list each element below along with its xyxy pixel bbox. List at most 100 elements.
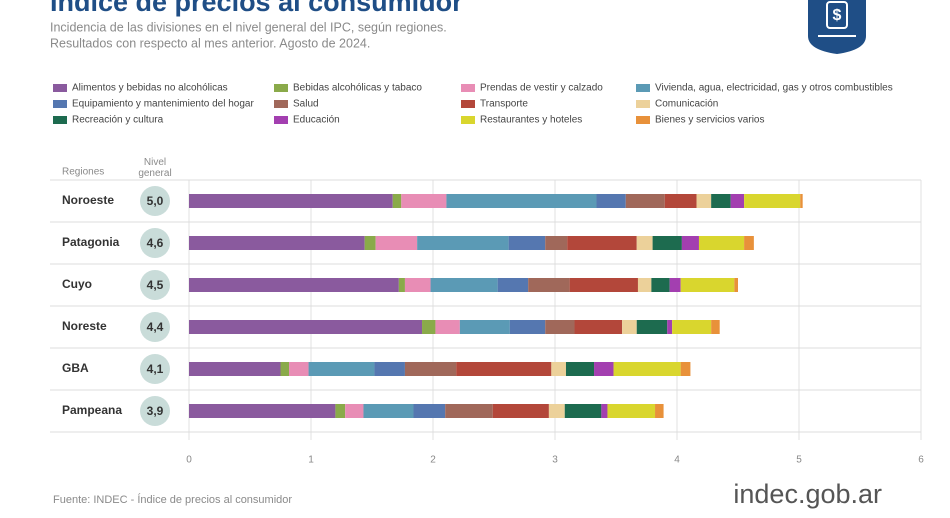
- x-tick-label: 0: [186, 455, 192, 466]
- x-tick-label: 4: [674, 455, 680, 466]
- bar-segment: [698, 236, 745, 250]
- bar-segment: [445, 404, 493, 418]
- general-marker: [140, 228, 170, 258]
- legend-swatch: [274, 84, 288, 92]
- bar-segment: [392, 194, 402, 208]
- legend-swatch: [461, 84, 475, 92]
- bar-segment: [734, 278, 738, 292]
- bar-segment: [404, 278, 431, 292]
- bar-segment: [545, 236, 568, 250]
- bar-segment: [711, 320, 720, 334]
- bar-segment: [459, 320, 510, 334]
- legend-swatch: [274, 116, 288, 124]
- bar-segment: [800, 194, 803, 208]
- bar-segment: [189, 236, 365, 250]
- bar-segment: [189, 404, 336, 418]
- legend-swatch: [53, 84, 67, 92]
- bar-segment: [607, 404, 656, 418]
- bar-segment: [413, 404, 446, 418]
- bar-segment: [637, 278, 652, 292]
- bar-segment: [574, 320, 623, 334]
- legend-label: Alimentos y bebidas no alcohólicas: [72, 83, 228, 94]
- x-tick-label: 2: [430, 455, 436, 466]
- legend-label: Comunicación: [655, 99, 718, 110]
- bar-segment: [446, 194, 597, 208]
- bar-segment: [680, 362, 691, 376]
- general-marker: [140, 312, 170, 342]
- bar-segment: [744, 194, 801, 208]
- bar-segment: [189, 320, 423, 334]
- logo: $: [808, 0, 866, 54]
- bar-segment: [596, 194, 626, 208]
- brand: indec.gob.ar: [733, 479, 882, 509]
- y-tick-label: Noroeste: [62, 193, 114, 207]
- bar-segment: [189, 362, 281, 376]
- bar-segment: [545, 320, 575, 334]
- bar-segment: [636, 320, 668, 334]
- bar-segment: [417, 236, 509, 250]
- legend-swatch: [274, 100, 288, 108]
- general-marker: [140, 396, 170, 426]
- bar-segment: [567, 236, 637, 250]
- y-tick-label: GBA: [62, 361, 89, 375]
- bar-segment: [744, 236, 754, 250]
- bar-segment: [680, 278, 735, 292]
- subtitle: Incidencia de las divisiones en el nivel…: [50, 20, 447, 34]
- legend-label: Salud: [293, 99, 319, 110]
- legend-label: Bebidas alcohólicas y tabaco: [293, 83, 422, 94]
- legend-label: Educación: [293, 115, 340, 126]
- general-marker: [140, 354, 170, 384]
- general-label: 3,9: [147, 404, 164, 418]
- bar-segment: [551, 362, 566, 376]
- bar-segment: [308, 362, 375, 376]
- bar-segment: [189, 278, 399, 292]
- legend-swatch: [53, 100, 67, 108]
- bar-segment: [711, 194, 731, 208]
- bar-segment: [696, 194, 712, 208]
- bar-segment: [280, 362, 290, 376]
- bar-segment: [625, 194, 665, 208]
- bar-segment: [345, 404, 364, 418]
- legend-swatch: [461, 100, 475, 108]
- legend-swatch: [636, 84, 650, 92]
- x-tick-label: 3: [552, 455, 558, 466]
- bar-segment: [622, 320, 637, 334]
- x-tick-label: 6: [918, 455, 924, 466]
- bar-segment: [681, 236, 699, 250]
- bar-segment: [404, 362, 457, 376]
- legend-label: Restaurantes y hoteles: [480, 115, 582, 126]
- bar-segment: [613, 362, 681, 376]
- row-header: Regiones: [62, 167, 104, 178]
- general-label: 4,5: [147, 278, 164, 292]
- bar-segment: [528, 278, 570, 292]
- legend-label: Transporte: [480, 99, 528, 110]
- y-tick-label: Pampeana: [62, 403, 122, 417]
- bar-segment: [669, 278, 681, 292]
- legend-label: Recreación y cultura: [72, 115, 164, 126]
- bar-segment: [594, 362, 614, 376]
- legend-label: Vivienda, agua, electricidad, gas y otro…: [655, 83, 893, 94]
- bar-segment: [548, 404, 565, 418]
- bar-segment: [667, 320, 673, 334]
- legend-label: Prendas de vestir y calzado: [480, 83, 603, 94]
- subtitle: Resultados con respecto al mes anterior.…: [50, 36, 370, 50]
- y-tick-label: Patagonia: [62, 235, 120, 249]
- bar-segment: [374, 362, 405, 376]
- bar-segment: [398, 278, 405, 292]
- bar-segment: [492, 404, 549, 418]
- general-label: 4,1: [147, 362, 164, 376]
- x-tick-label: 5: [796, 455, 802, 466]
- bar-segment: [565, 362, 595, 376]
- bar-segment: [651, 278, 670, 292]
- x-tick-label: 1: [308, 455, 314, 466]
- bar-segment: [652, 236, 682, 250]
- general-marker: [140, 270, 170, 300]
- bar-segment: [636, 236, 653, 250]
- legend-label: Bienes y servicios varios: [655, 115, 764, 126]
- bar-segment: [672, 320, 712, 334]
- logo-icon: [826, 1, 848, 29]
- bar-segment: [189, 194, 393, 208]
- bar-segment: [364, 236, 376, 250]
